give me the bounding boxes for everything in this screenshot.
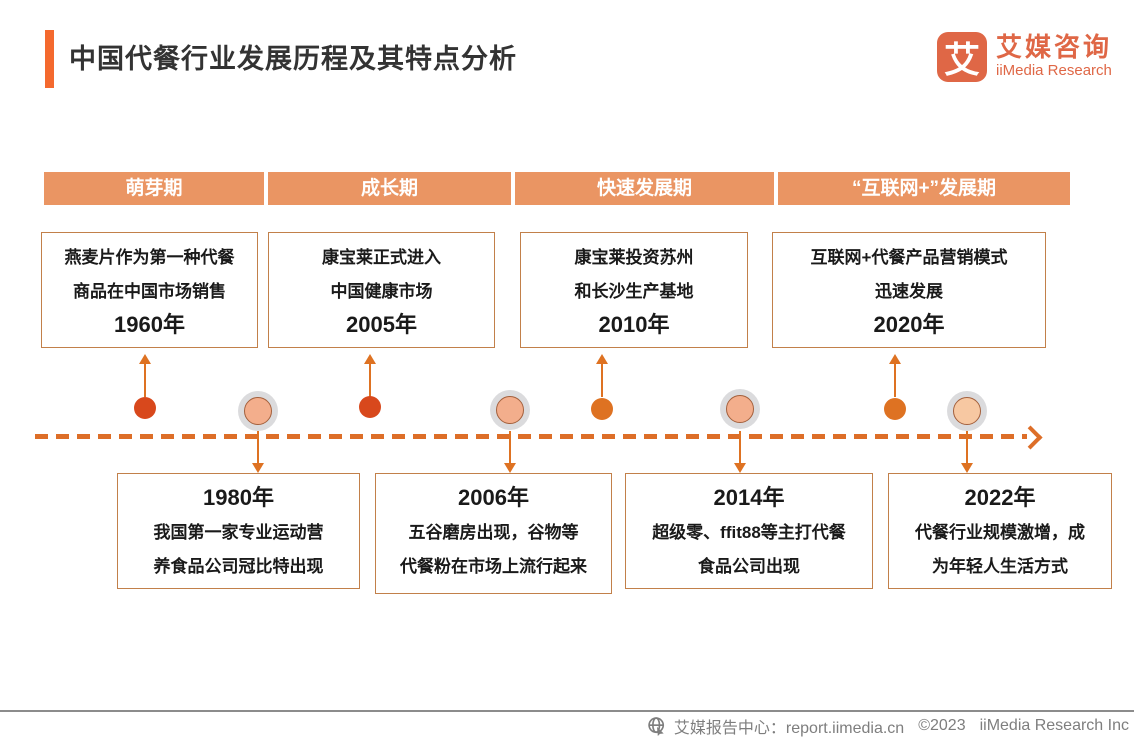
report-center-globe-icon bbox=[648, 717, 665, 736]
timeline-axis bbox=[35, 434, 1027, 439]
event-desc: 康宝莱正式进入 bbox=[322, 248, 441, 267]
event-box-2014: 2014年 超级零、ffit88等主打代餐 食品公司出现 bbox=[625, 473, 873, 589]
event-desc: 我国第一家专业运动营 bbox=[153, 523, 324, 542]
up-arrow-icon bbox=[144, 364, 146, 397]
event-year: 2010年 bbox=[598, 312, 670, 337]
event-box-1980: 1980年 我国第一家专业运动营 养食品公司冠比特出现 bbox=[117, 473, 360, 589]
timeline-dot-solid bbox=[591, 398, 613, 420]
footer-copyright: ©2023 bbox=[918, 717, 966, 734]
event-year: 2006年 bbox=[458, 485, 529, 510]
timeline-dot-ring bbox=[238, 391, 278, 431]
down-arrow-icon bbox=[509, 431, 511, 463]
timeline-dot-ring-inner bbox=[726, 395, 754, 423]
event-desc: 康宝莱投资苏州 bbox=[574, 248, 694, 267]
timeline-arrowhead-icon bbox=[1018, 425, 1043, 450]
timeline-dot-ring-inner bbox=[244, 397, 272, 425]
footer-company: iiMedia Research Inc bbox=[979, 717, 1129, 734]
timeline-dot-solid bbox=[134, 397, 156, 419]
iimedia-logo: 艾 艾媒咨询 iiMedia Research bbox=[937, 32, 1112, 82]
event-year: 1980年 bbox=[203, 485, 274, 510]
event-year: 1960年 bbox=[114, 312, 185, 337]
timeline-dot-solid bbox=[884, 398, 906, 420]
event-desc: 超级零、ffit88等主打代餐 bbox=[652, 523, 846, 542]
event-box-2006: 2006年 五谷磨房出现，谷物等 代餐粉在市场上流行起来 bbox=[375, 473, 612, 594]
phase-header-growth: 成长期 bbox=[268, 172, 511, 205]
event-box-2022: 2022年 代餐行业规模激增，成 为年轻人生活方式 bbox=[888, 473, 1112, 589]
event-desc: 燕麦片作为第一种代餐 bbox=[64, 248, 235, 267]
title-accent-bar bbox=[45, 30, 54, 88]
event-desc: 五谷磨房出现，谷物等 bbox=[408, 523, 579, 542]
timeline-dot-ring bbox=[947, 391, 987, 431]
up-arrow-icon bbox=[601, 364, 603, 397]
event-box-2005: 康宝莱正式进入 中国健康市场 2005年 bbox=[268, 232, 495, 348]
event-desc: 和长沙生产基地 bbox=[574, 282, 694, 301]
event-desc: 养食品公司冠比特出现 bbox=[153, 557, 324, 576]
event-desc: 为年轻人生活方式 bbox=[932, 557, 1068, 576]
event-desc: 迅速发展 bbox=[875, 282, 943, 301]
iimedia-logo-text: 艾媒咨询 iiMedia Research bbox=[996, 32, 1112, 80]
event-year: 2022年 bbox=[964, 485, 1036, 510]
event-desc: 代餐粉在市场上流行起来 bbox=[400, 557, 587, 576]
timeline-dot-solid bbox=[359, 396, 381, 418]
event-box-2020: 互联网+代餐产品营销模式 迅速发展 2020年 bbox=[772, 232, 1046, 348]
iimedia-logo-icon: 艾 bbox=[937, 32, 987, 82]
up-arrow-icon bbox=[369, 364, 371, 397]
event-desc: 商品在中国市场销售 bbox=[73, 282, 226, 301]
brand-name-cn: 艾媒咨询 bbox=[996, 32, 1113, 62]
event-year: 2005年 bbox=[346, 312, 417, 337]
event-desc: 互联网+代餐产品营销模式 bbox=[810, 248, 1008, 267]
down-arrow-icon bbox=[257, 431, 259, 463]
phase-header-rapid: 快速发展期 bbox=[515, 172, 774, 205]
event-desc: 中国健康市场 bbox=[330, 282, 433, 301]
event-desc: 代餐行业规模激增，成 bbox=[915, 523, 1085, 542]
page-title: 中国代餐行业发展历程及其特点分析 bbox=[69, 44, 517, 74]
phase-header-internet-plus: “互联网+”发展期 bbox=[778, 172, 1070, 205]
event-year: 2020年 bbox=[873, 312, 945, 337]
event-box-2010: 康宝莱投资苏州 和长沙生产基地 2010年 bbox=[520, 232, 748, 348]
phase-header-budding: 萌芽期 bbox=[44, 172, 264, 205]
down-arrow-icon bbox=[966, 431, 968, 463]
footer-report-center: 艾媒报告中心：report.iimedia.cn bbox=[673, 720, 905, 737]
brand-name-en: iiMedia Research bbox=[996, 62, 1112, 79]
up-arrow-icon bbox=[894, 364, 896, 397]
timeline-dot-ring-inner bbox=[496, 396, 524, 424]
timeline-dot-ring bbox=[720, 389, 760, 429]
event-year: 2014年 bbox=[713, 485, 785, 510]
timeline-dot-ring-inner bbox=[953, 397, 981, 425]
footer-divider bbox=[0, 710, 1134, 712]
event-desc: 食品公司出现 bbox=[698, 557, 800, 576]
down-arrow-icon bbox=[739, 431, 741, 463]
footer: 艾媒报告中心：report.iimedia.cn ©2023 iiMedia R… bbox=[647, 714, 1129, 737]
event-box-1960: 燕麦片作为第一种代餐 商品在中国市场销售 1960年 bbox=[41, 232, 258, 348]
timeline-dot-ring bbox=[490, 390, 530, 430]
